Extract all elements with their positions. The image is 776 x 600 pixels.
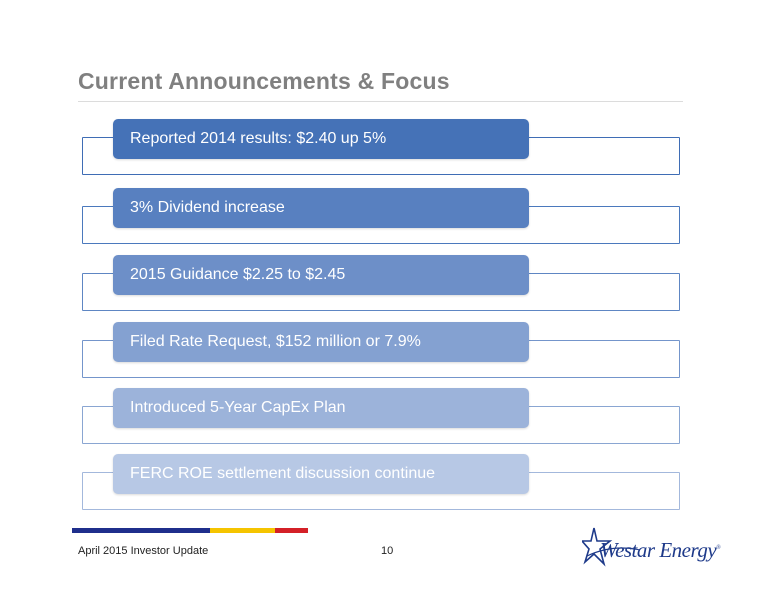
announcement-item: Introduced 5-Year CapEx Plan — [0, 388, 776, 458]
announcement-item: 3% Dividend increase — [0, 188, 776, 258]
item-bar: FERC ROE settlement discussion continue — [113, 454, 529, 494]
item-label: 2015 Guidance $2.25 to $2.45 — [130, 266, 346, 283]
footer-caption: April 2015 Investor Update — [78, 545, 209, 557]
registered-mark: ® — [716, 545, 721, 551]
item-bar: 2015 Guidance $2.25 to $2.45 — [113, 255, 529, 295]
item-label: Filed Rate Request, $152 million or 7.9% — [130, 333, 421, 350]
item-bar: Introduced 5-Year CapEx Plan — [113, 388, 529, 428]
company-logo: Westar Energy® — [600, 538, 721, 563]
logo-wordmark: Westar Energy — [600, 538, 717, 562]
announcement-item: 2015 Guidance $2.25 to $2.45 — [0, 255, 776, 325]
title-rule — [78, 101, 683, 102]
page-title: Current Announcements & Focus — [78, 68, 450, 94]
item-label: FERC ROE settlement discussion continue — [130, 465, 436, 482]
item-bar: Filed Rate Request, $152 million or 7.9% — [113, 322, 529, 362]
footer-stripe-yellow — [210, 528, 275, 533]
item-label: Introduced 5-Year CapEx Plan — [130, 399, 346, 416]
announcement-item: Filed Rate Request, $152 million or 7.9% — [0, 322, 776, 392]
announcement-item: FERC ROE settlement discussion continue — [0, 454, 776, 524]
item-label: Reported 2014 results: $2.40 up 5% — [130, 130, 387, 147]
footer-stripe-blue — [72, 528, 210, 533]
footer-stripe-red — [275, 528, 308, 533]
item-bar: Reported 2014 results: $2.40 up 5% — [113, 119, 529, 159]
westar-star-icon — [582, 527, 641, 567]
announcement-item: Reported 2014 results: $2.40 up 5% — [0, 119, 776, 189]
item-bar: 3% Dividend increase — [113, 188, 529, 228]
item-label: 3% Dividend increase — [130, 199, 285, 216]
page-number: 10 — [381, 545, 394, 557]
